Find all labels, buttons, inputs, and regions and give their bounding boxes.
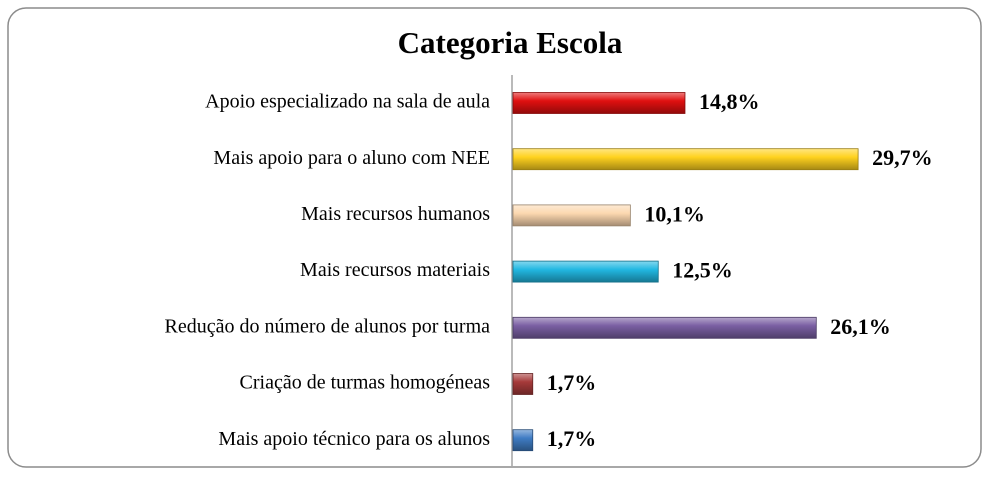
value-label: 29,7% bbox=[872, 145, 933, 170]
category-label: Criação de turmas homogéneas bbox=[240, 372, 491, 394]
bar bbox=[512, 316, 817, 339]
category-label: Mais apoio para o aluno com NEE bbox=[213, 147, 490, 169]
value-label: 1,7% bbox=[547, 426, 597, 451]
category-label: Mais recursos materiais bbox=[300, 259, 490, 281]
category-label: Apoio especializado na sala de aula bbox=[205, 91, 490, 113]
value-label: 1,7% bbox=[547, 370, 597, 395]
category-label: Mais recursos humanos bbox=[301, 203, 490, 225]
bar bbox=[512, 373, 534, 395]
bar bbox=[512, 429, 534, 452]
value-label: 14,8% bbox=[699, 89, 760, 114]
chart-frame bbox=[7, 7, 982, 468]
value-label: 12,5% bbox=[672, 258, 733, 283]
value-label: 10,1% bbox=[644, 201, 705, 226]
category-label: Mais apoio técnico para os alunos bbox=[218, 428, 490, 450]
bar bbox=[512, 92, 686, 114]
bar bbox=[512, 148, 859, 171]
bar bbox=[512, 260, 659, 283]
bar bbox=[512, 204, 631, 227]
chart-title: Categoria Escola bbox=[398, 25, 623, 60]
value-label: 26,1% bbox=[830, 314, 891, 339]
category-label: Redução do número de alunos por turma bbox=[165, 315, 491, 337]
